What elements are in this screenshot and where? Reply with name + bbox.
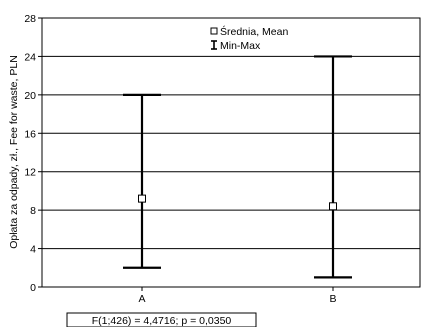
y-tick-label: 4 bbox=[30, 244, 36, 256]
y-tick-label: 28 bbox=[24, 13, 36, 25]
marks-layer bbox=[123, 55, 352, 279]
y-tick-label: 0 bbox=[30, 282, 36, 294]
y-axis-label: Opłata za odpady, zł., Fee for waste, PL… bbox=[8, 55, 20, 249]
legend-mean-label: Średnia, Mean bbox=[220, 25, 288, 38]
y-tick-label: 16 bbox=[24, 128, 36, 140]
grid-layer bbox=[42, 55, 420, 250]
y-tick-label: 12 bbox=[24, 167, 36, 179]
legend-mean-symbol bbox=[210, 27, 218, 35]
y-tick-label: 8 bbox=[30, 205, 36, 217]
y-tick-label: 24 bbox=[24, 51, 36, 63]
axis-layer: 0 4 8 12 16 20 24 28 A B bbox=[24, 13, 336, 305]
x-tick-label: A bbox=[138, 293, 145, 305]
legend: Średnia, Mean Min-Max bbox=[210, 25, 288, 52]
y-tick-label: 20 bbox=[24, 90, 36, 102]
annotation: F(1;426) = 4,4716; p = 0,0350 bbox=[66, 312, 257, 328]
mean-marker-A bbox=[138, 194, 146, 203]
annotation-text: F(1;426) = 4,4716; p = 0,0350 bbox=[92, 315, 232, 327]
x-tick-label: B bbox=[329, 293, 336, 305]
plot-frame bbox=[41, 17, 421, 288]
legend-minmax-label: Min-Max bbox=[220, 40, 261, 52]
mean-marker-B bbox=[329, 202, 337, 211]
